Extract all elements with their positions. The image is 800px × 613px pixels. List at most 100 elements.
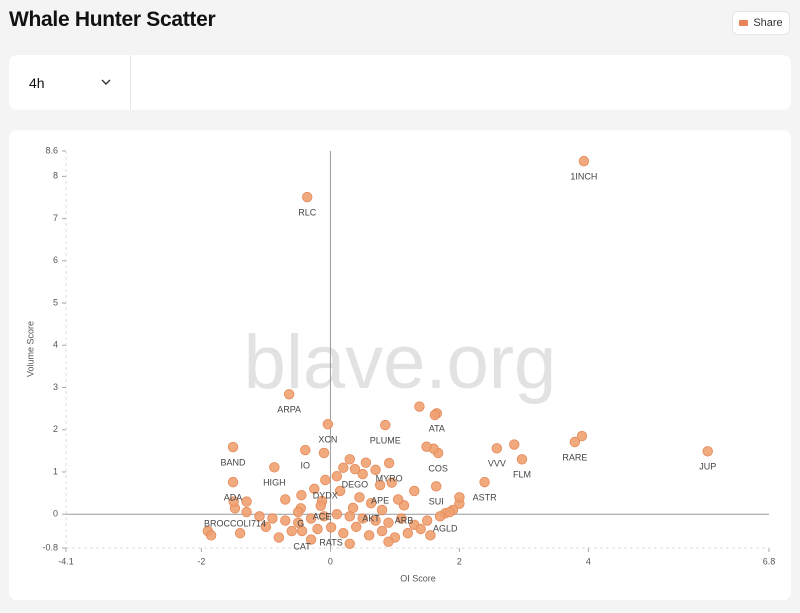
point-label: ASTR — [473, 492, 498, 502]
point-label: CAT — [293, 541, 311, 551]
point-label: FLM — [513, 470, 531, 480]
point-label: AKT — [362, 514, 380, 524]
point — [320, 474, 331, 486]
point — [347, 502, 359, 514]
point-label: RATS — [319, 538, 342, 548]
controls-card: 4h — [9, 55, 791, 110]
point-label: MYRO — [376, 473, 403, 483]
point — [374, 479, 386, 491]
point — [383, 517, 394, 528]
point-label: BAND — [221, 457, 247, 467]
point — [280, 494, 291, 505]
y-tick-label: 5 — [53, 297, 58, 307]
point — [351, 521, 362, 533]
point — [302, 191, 313, 203]
point — [425, 530, 436, 541]
point — [516, 454, 528, 465]
point-label: COS — [428, 463, 448, 473]
point — [370, 515, 381, 526]
point — [376, 504, 388, 516]
point — [292, 506, 304, 518]
y-tick-label: 6 — [53, 255, 58, 265]
point-label: IO — [301, 460, 311, 470]
point — [414, 401, 425, 412]
point — [260, 521, 272, 533]
x-tick-label: 2 — [457, 556, 462, 566]
point-label: DEGO — [342, 479, 369, 489]
point — [396, 513, 407, 524]
point-label: ARB — [395, 516, 414, 526]
point — [227, 476, 239, 488]
point — [309, 483, 320, 495]
point — [338, 528, 349, 539]
x-tick-label: -4.1 — [58, 556, 74, 566]
point — [365, 498, 377, 509]
point — [325, 522, 337, 533]
point — [300, 444, 311, 456]
point — [334, 485, 346, 497]
point-label: SUI — [429, 497, 444, 507]
y-tick-label: 2 — [53, 424, 58, 434]
point — [415, 523, 426, 535]
point — [296, 490, 307, 501]
point — [292, 517, 304, 528]
point — [241, 496, 252, 507]
point — [312, 523, 323, 535]
point — [392, 494, 404, 505]
point-label: HIGH — [263, 478, 286, 488]
point — [576, 430, 588, 442]
point — [267, 513, 278, 524]
point — [315, 500, 326, 511]
point — [431, 481, 442, 492]
x-tick-label: 0 — [328, 556, 333, 566]
point — [344, 538, 355, 549]
point — [380, 419, 391, 431]
chevron — [101, 79, 111, 85]
point — [318, 447, 330, 459]
point-label: ATA — [429, 424, 445, 434]
point — [354, 492, 365, 503]
point — [370, 464, 381, 476]
point-label: DYDX — [313, 490, 338, 500]
y-tick-label: 7 — [53, 213, 58, 223]
point — [360, 457, 372, 468]
point — [227, 441, 239, 453]
y-tick-label: 4 — [53, 340, 58, 350]
point — [376, 525, 388, 537]
point — [383, 457, 395, 469]
point-label: XCN — [318, 435, 337, 445]
x-axis-label: OI Score — [400, 573, 436, 583]
point-label: PLUME — [370, 435, 401, 445]
point — [491, 443, 503, 454]
point — [234, 528, 246, 539]
point — [254, 511, 265, 522]
point — [269, 462, 280, 473]
point-label: RARE — [562, 452, 587, 462]
share-label: Share — [753, 17, 783, 29]
share-button[interactable]: Share — [732, 11, 790, 35]
point — [318, 511, 330, 522]
watermark: blave.org — [244, 320, 557, 405]
point — [228, 496, 239, 507]
y-tick-label: 8.6 — [45, 145, 58, 155]
point — [409, 485, 420, 497]
share-icon — [739, 20, 749, 26]
point — [383, 536, 394, 547]
point — [322, 419, 334, 430]
point — [429, 409, 441, 421]
point-label: 1INCH — [570, 172, 597, 182]
point — [578, 155, 590, 167]
point-label: VVV — [488, 459, 506, 469]
timeframe-value: 4h — [29, 74, 45, 91]
point — [444, 506, 455, 518]
point — [338, 462, 349, 473]
point — [280, 515, 291, 526]
point — [241, 506, 252, 518]
point — [363, 530, 375, 541]
x-tick-label: 4 — [586, 556, 591, 566]
point-label: APE — [371, 495, 389, 505]
timeframe-dropdown[interactable]: 4h — [9, 55, 131, 110]
point — [331, 509, 343, 520]
x-tick-label: 6.8 — [763, 556, 776, 566]
